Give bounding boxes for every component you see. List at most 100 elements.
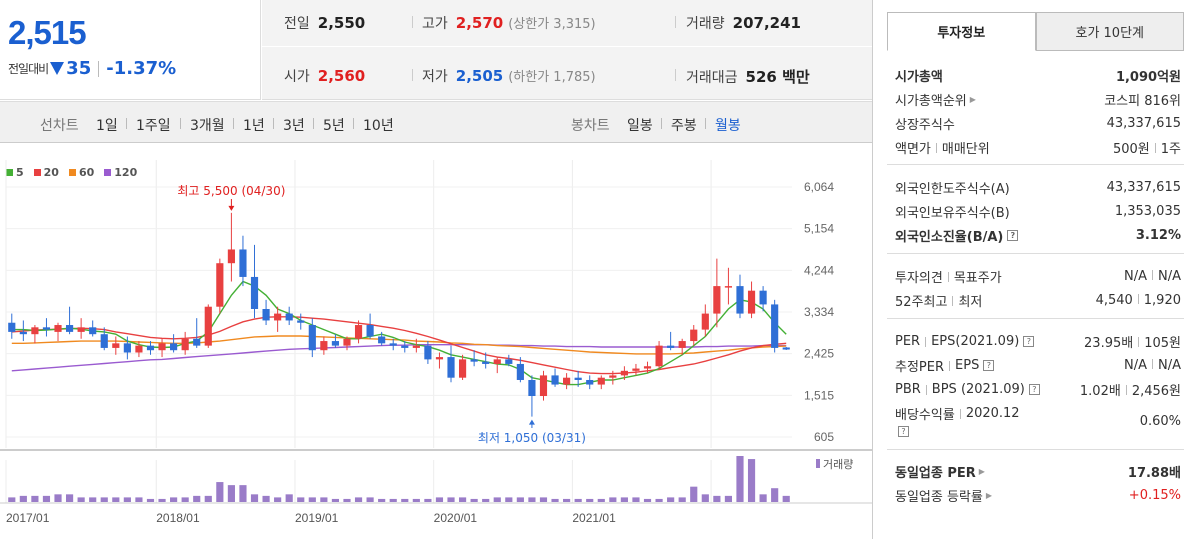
candle-body [482,361,490,364]
bps-label: BPS (2021.09) [931,382,1025,397]
amount-cell: 거래대금 526 백만 [686,66,810,87]
divider [1125,385,1127,395]
info-tabs: 투자정보 호가 10단계 [887,12,1184,51]
y-tick-label: 605 [814,430,834,444]
candle-body [65,325,74,332]
volume-cell: 거래량 207,241 [686,13,801,33]
volume-bar [620,497,628,502]
help-icon[interactable]: ? [898,426,909,437]
candle-chart-label: 봉차트 [571,118,610,134]
volume-bar [204,495,212,502]
candle-body [435,357,444,360]
volume-label: 거래량 [686,16,725,32]
period-3y-button[interactable]: 3년 [283,118,305,134]
industry-per-label[interactable]: 동일업종 PER [895,466,976,481]
market-cap-value: 1,090억원 [1115,70,1181,85]
period-10y-button[interactable]: 10년 [363,118,394,134]
candle-body [632,368,640,371]
candle-body [100,334,108,348]
volume-bar [170,497,178,502]
row-divider [262,46,872,47]
candle-body [667,345,675,348]
candle-body [320,341,328,351]
volume-value: 207,241 [732,14,801,32]
candle-daily-button[interactable]: 일봉 [627,118,653,134]
y-tick-label: 2,425 [804,347,834,361]
x-tick-label: 2019/01 [295,511,339,525]
help-icon[interactable]: ? [1028,384,1040,395]
volume-bar [609,497,617,502]
volume-bar [89,497,97,502]
divider [675,69,676,81]
y-tick-label: 5,154 [804,222,834,236]
change-percent: -1.37% [106,58,177,79]
candle-body [331,341,340,346]
tab-order-book[interactable]: 호가 10단계 [1035,12,1184,51]
current-price: 2,515 [8,14,87,51]
legend-label: 20 [43,166,59,179]
volume-bar [736,456,744,502]
divider [705,118,706,129]
candle-body [528,379,536,397]
candle-body [493,359,501,364]
unit-label: 매매단위 [941,142,990,157]
candle-body [782,347,790,350]
volume-bar [31,495,39,502]
candle-body [401,345,409,348]
candle-body [701,313,709,330]
est-per-value: N/A [1124,358,1147,373]
amount-value: 526 백만 [745,68,810,86]
section-divider [887,164,1184,165]
help-icon[interactable]: ? [1023,336,1035,347]
candle-body [343,338,351,346]
low-label: 저가 [422,69,448,85]
divider [925,336,927,347]
market-cap-label: 시가총액 [895,70,943,85]
high-value: 2,570 [455,14,504,32]
legend-label: 5 [16,166,24,179]
candle-body [424,345,432,360]
tab-investment-info[interactable]: 투자정보 [887,12,1036,51]
period-5y-button[interactable]: 5년 [323,118,345,134]
divider [935,142,937,153]
upper-limit: (상한가 3,315) [508,17,596,32]
x-tick-label: 2020/01 [434,511,478,525]
volume-bar [343,498,351,502]
low-annotation: 최저 1,050 (03/31) [478,431,586,445]
unit-value: 1주 [1160,142,1181,157]
period-1w-button[interactable]: 1주일 [136,118,171,134]
industry-change-label[interactable]: 동일업종 등락률 [895,490,983,505]
foreign-limit-row: 외국인한도주식수(A) 43,337,615 [895,178,1181,197]
divider [353,118,354,129]
candle-body [250,276,259,310]
period-1d-button[interactable]: 1일 [96,118,118,134]
face-unit-row: 액면가 매매단위 500원 1주 [895,138,1181,157]
volume-bar [250,494,259,502]
per-eps-row: PER EPS(2021.09)? 23.95배 105원 [895,332,1181,351]
legend-label: 60 [78,166,95,179]
industry-change-value: +0.15% [1128,488,1181,503]
help-icon[interactable]: ? [983,360,995,371]
cap-rank-label[interactable]: 시가총액순위 [895,94,967,109]
candle-body [724,286,733,288]
candle-body [643,366,652,369]
candle-body [274,313,282,321]
candle-body [747,290,756,314]
divider [233,118,234,129]
period-3m-button[interactable]: 3개월 [190,118,225,134]
candle-weekly-button[interactable]: 주봉 [671,118,697,134]
volume-bar [158,498,166,502]
candle-body [19,331,27,335]
volume-bar [366,497,374,502]
divider [180,118,181,129]
period-1y-button[interactable]: 1년 [243,118,265,134]
candle-monthly-button[interactable]: 월봉 [715,118,741,134]
dividend-value-row: 0.60% [895,414,1181,429]
divider [313,118,314,129]
volume-bar [19,495,27,502]
candle-body [505,359,513,364]
help-icon[interactable]: ? [1007,230,1019,241]
eps-value: 105원 [1144,336,1181,351]
low-cell: 저가 2,505 (하한가 1,785) [422,66,596,86]
